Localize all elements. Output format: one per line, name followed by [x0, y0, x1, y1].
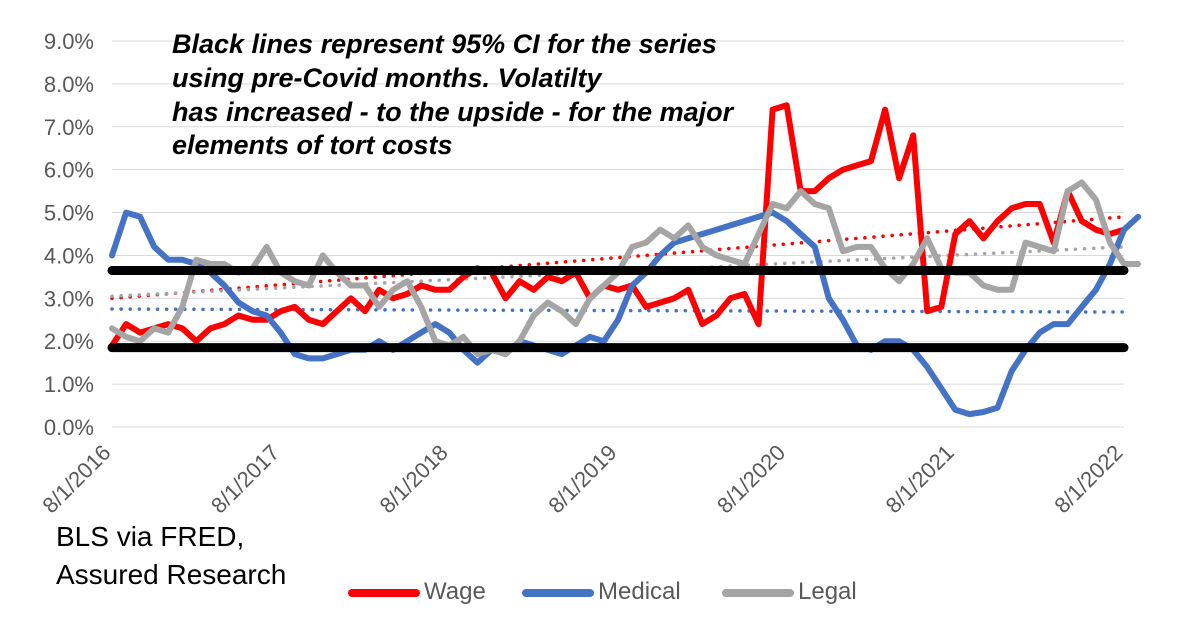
y-tick-label: 5.0%	[44, 201, 94, 226]
x-axis-tick-labels: 8/1/2016 8/1/2017 8/1/2018 8/1/2019 8/1/2020…	[37, 440, 1127, 518]
series-line-medical	[109, 209, 1142, 418]
legend-swatch-medical	[522, 589, 594, 597]
legend-label-legal: Legal	[798, 578, 857, 605]
x-tick-label: 8/1/2017	[206, 440, 284, 518]
x-tick-label: 8/1/2020	[712, 440, 790, 518]
y-tick-label: 8.0%	[44, 72, 94, 97]
y-tick-label: 4.0%	[44, 243, 94, 268]
annotation-line: has increased - to the upside - for the …	[172, 96, 734, 127]
x-tick-label: 8/1/2019	[543, 440, 621, 518]
annotation-line: elements of tort costs	[172, 130, 453, 161]
legend-label-wage: Wage	[424, 578, 486, 605]
source-credit: BLS via FRED, Assured Research	[56, 518, 286, 594]
legend-swatch-wage	[348, 589, 420, 597]
x-tick-label: 8/1/2018	[375, 440, 453, 518]
source-line: Assured Research	[56, 558, 287, 590]
x-tick-label: 8/1/2021	[881, 440, 959, 518]
legend-label-medical: Medical	[598, 578, 681, 605]
y-axis-tick-labels: 0.0% 1.0% 2.0% 3.0% 4.0% 5.0% 6.0% 7.0% 8.0% 9.0%	[44, 29, 94, 440]
grid-layer	[112, 40, 1124, 428]
chart-annotation: Black lines represent 95% CI for the ser…	[172, 28, 872, 163]
series-line-wage	[109, 102, 1127, 349]
y-tick-label: 2.0%	[44, 329, 94, 354]
ci-line-layer	[107, 265, 1129, 353]
y-tick-label: 7.0%	[44, 115, 94, 140]
annotation-line: using pre-Covid months. Volatilty	[172, 62, 602, 93]
y-tick-label: 9.0%	[44, 29, 94, 54]
trendline-layer	[110, 215, 1126, 314]
y-tick-label: 3.0%	[44, 286, 94, 311]
annotation-line: Black lines represent 95% CI for the ser…	[172, 29, 717, 59]
y-tick-label: 0.0%	[44, 415, 94, 440]
y-tick-label: 1.0%	[44, 372, 94, 397]
y-tick-label: 6.0%	[44, 158, 94, 183]
x-tick-label: 8/1/2022	[1049, 440, 1127, 518]
source-line: BLS via FRED,	[56, 521, 245, 552]
legend-swatch-legal	[722, 589, 794, 597]
x-tick-label: 8/1/2016	[37, 440, 115, 518]
